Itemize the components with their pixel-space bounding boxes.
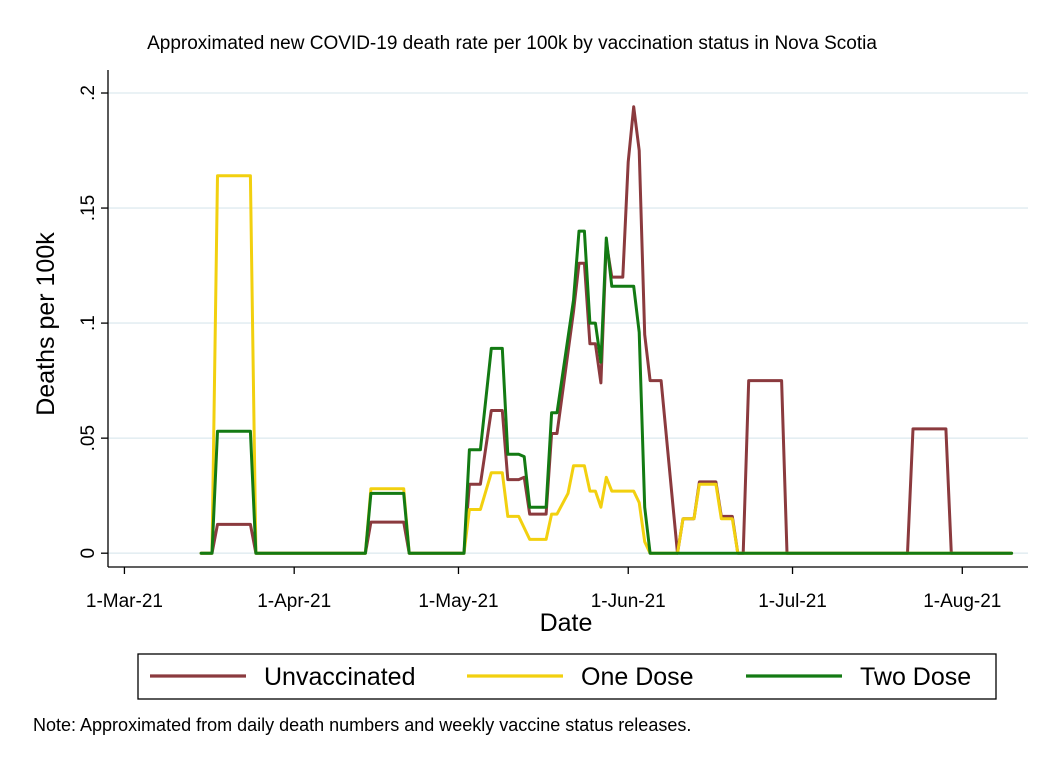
axes: 0 .05 .1 .15 .2 1-Mar-21 1-Apr-21 1-May-21 1-Jun… (78, 70, 1028, 612)
x-tick-label: 1-Apr-21 (257, 591, 331, 612)
series-line-unvaccinated (199, 105, 1014, 555)
series-line-two-dose (199, 229, 1014, 555)
legend-label-one-dose: One Dose (581, 663, 694, 691)
x-tick-label: 1-Mar-21 (86, 591, 163, 612)
legend-label-two-dose: Two Dose (860, 663, 971, 691)
chart-title: Approximated new COVID-19 death rate per… (147, 33, 877, 54)
x-axis-label: Date (540, 609, 593, 637)
x-tick-label: 1-May-21 (418, 591, 498, 612)
x-tick-label: 1-Aug-21 (923, 591, 1001, 612)
chart-note: Note: Approximated from daily death numb… (33, 715, 691, 735)
x-tick-label: 1-Jun-21 (591, 591, 666, 612)
series-lines (199, 105, 1014, 555)
legend-box (137, 653, 997, 700)
legend: Unvaccinated One Dose Two Dose (137, 653, 997, 700)
y-tick-label: .15 (78, 195, 99, 221)
legend-label-unvaccinated: Unvaccinated (264, 663, 415, 691)
y-tick-label: .05 (78, 425, 99, 451)
x-tick-label: 1-Jul-21 (758, 591, 827, 612)
y-tick-label: 0 (78, 548, 99, 559)
y-axis-label: Deaths per 100k (32, 232, 60, 416)
y-tick-label: .2 (78, 85, 99, 101)
series-line-one-dose (199, 174, 1014, 555)
gridlines (108, 92, 1028, 554)
y-tick-label: .1 (78, 315, 99, 331)
